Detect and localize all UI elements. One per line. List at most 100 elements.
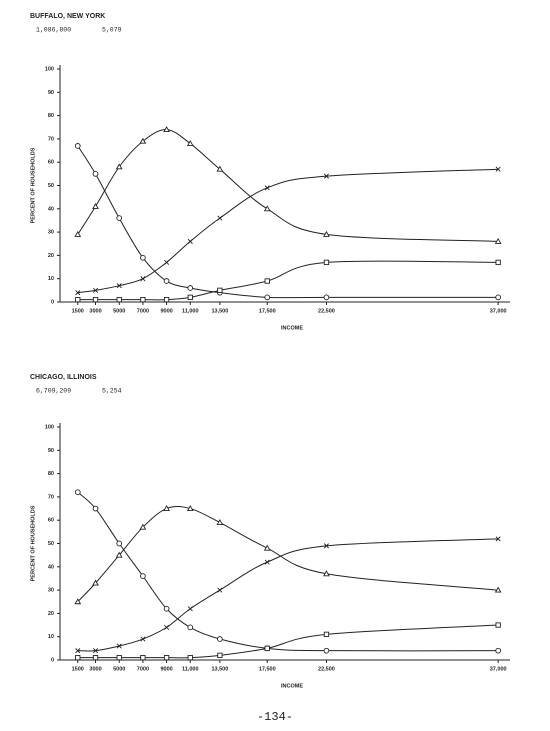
x-tick-label: 37,000 [490, 308, 507, 314]
marker [164, 259, 170, 265]
marker [264, 185, 270, 191]
y-tick-label: 60 [48, 518, 54, 524]
chart-title: CHICAGO, ILLINOIS [30, 374, 97, 381]
x-tick-label: 11,000 [182, 308, 199, 314]
subtitle: 6,709,209 [36, 388, 71, 395]
x-tick-label: 13,500 [211, 666, 228, 672]
x-tick-label: 1500 [72, 308, 84, 314]
marker [323, 570, 330, 577]
y-tick-label: 60 [48, 160, 54, 166]
y-tick-label: 20 [48, 253, 54, 259]
series-line [77, 168, 499, 294]
series-line [77, 491, 499, 652]
marker [140, 276, 146, 282]
marker [495, 622, 501, 628]
x-tick-label: 9000 [160, 666, 172, 672]
marker [217, 287, 223, 293]
marker [495, 166, 501, 172]
x-tick-label: 5000 [113, 308, 125, 314]
marker [217, 636, 223, 642]
marker [187, 285, 194, 291]
marker [116, 283, 122, 289]
x-tick-label: 37,000 [490, 666, 507, 672]
marker [264, 645, 270, 652]
marker [187, 294, 193, 300]
x-axis-label: INCOME [281, 325, 303, 331]
marker [163, 655, 170, 661]
y-tick-label: 80 [48, 113, 54, 119]
y-tick-label: 40 [48, 206, 54, 212]
marker [75, 297, 81, 303]
marker [93, 648, 99, 654]
marker [323, 259, 330, 266]
y-tick-label: 50 [48, 183, 54, 189]
y-tick-label: 30 [48, 588, 54, 594]
marker [495, 259, 501, 266]
marker [74, 143, 81, 149]
marker [494, 237, 502, 244]
y-tick-label: 70 [48, 494, 54, 500]
marker [164, 624, 170, 630]
x-tick-label: 13,500 [211, 308, 228, 314]
chart: BUFFALO, NEW YORK 1,086,800 5,079 0 10 20 30 40… [30, 13, 510, 331]
marker [140, 297, 146, 303]
marker [92, 655, 99, 661]
page-number: -134- [257, 710, 293, 724]
marker [186, 140, 194, 147]
marker [139, 137, 147, 144]
marker [495, 536, 501, 542]
marker [75, 290, 81, 296]
y-tick-label: 40 [48, 564, 54, 570]
marker [92, 297, 99, 303]
marker [140, 636, 146, 642]
marker [264, 294, 271, 301]
marker [216, 519, 224, 525]
marker [115, 551, 123, 558]
marker [92, 505, 99, 512]
marker [163, 605, 170, 612]
marker [187, 655, 193, 661]
y-tick-label: 70 [48, 136, 54, 142]
x-tick-label: 3000 [89, 666, 101, 672]
y-tick-label: 10 [48, 634, 54, 640]
series-line [77, 624, 499, 659]
y-tick-label: 10 [48, 276, 54, 282]
series-line [77, 506, 499, 603]
x-tick-label: 11,000 [182, 666, 199, 672]
y-tick-label: 100 [45, 66, 54, 72]
marker [494, 586, 502, 593]
y-tick-label: 30 [48, 230, 54, 236]
marker [74, 598, 82, 605]
marker [116, 655, 122, 661]
y-tick-label: 50 [48, 541, 54, 547]
subtitle: 1,086,800 [36, 27, 71, 34]
series-line [77, 129, 499, 242]
y-tick-label: 0 [51, 299, 54, 305]
x-tick-label: 22,500 [318, 308, 335, 314]
marker [217, 215, 223, 221]
marker [163, 505, 170, 511]
marker [186, 505, 194, 511]
marker [116, 643, 122, 649]
marker [140, 655, 146, 661]
marker [323, 543, 329, 549]
marker [75, 655, 81, 661]
y-tick-label: 80 [48, 471, 54, 477]
marker [92, 202, 99, 209]
y-tick-label: 20 [48, 611, 54, 617]
marker [116, 215, 123, 221]
marker [93, 287, 99, 293]
marker [323, 230, 330, 237]
marker [187, 606, 193, 612]
x-tick-label: 7000 [137, 666, 149, 672]
y-axis-label: PERCENT OF HOUSEHOLDS [30, 147, 36, 223]
marker [92, 579, 99, 586]
marker [75, 648, 81, 654]
subtitle: 5,079 [102, 27, 122, 34]
x-tick-label: 17,500 [259, 308, 276, 314]
marker [323, 173, 329, 179]
y-tick-label: 0 [51, 657, 54, 663]
marker [74, 489, 81, 496]
x-tick-label: 5000 [113, 666, 125, 672]
marker [216, 165, 224, 172]
